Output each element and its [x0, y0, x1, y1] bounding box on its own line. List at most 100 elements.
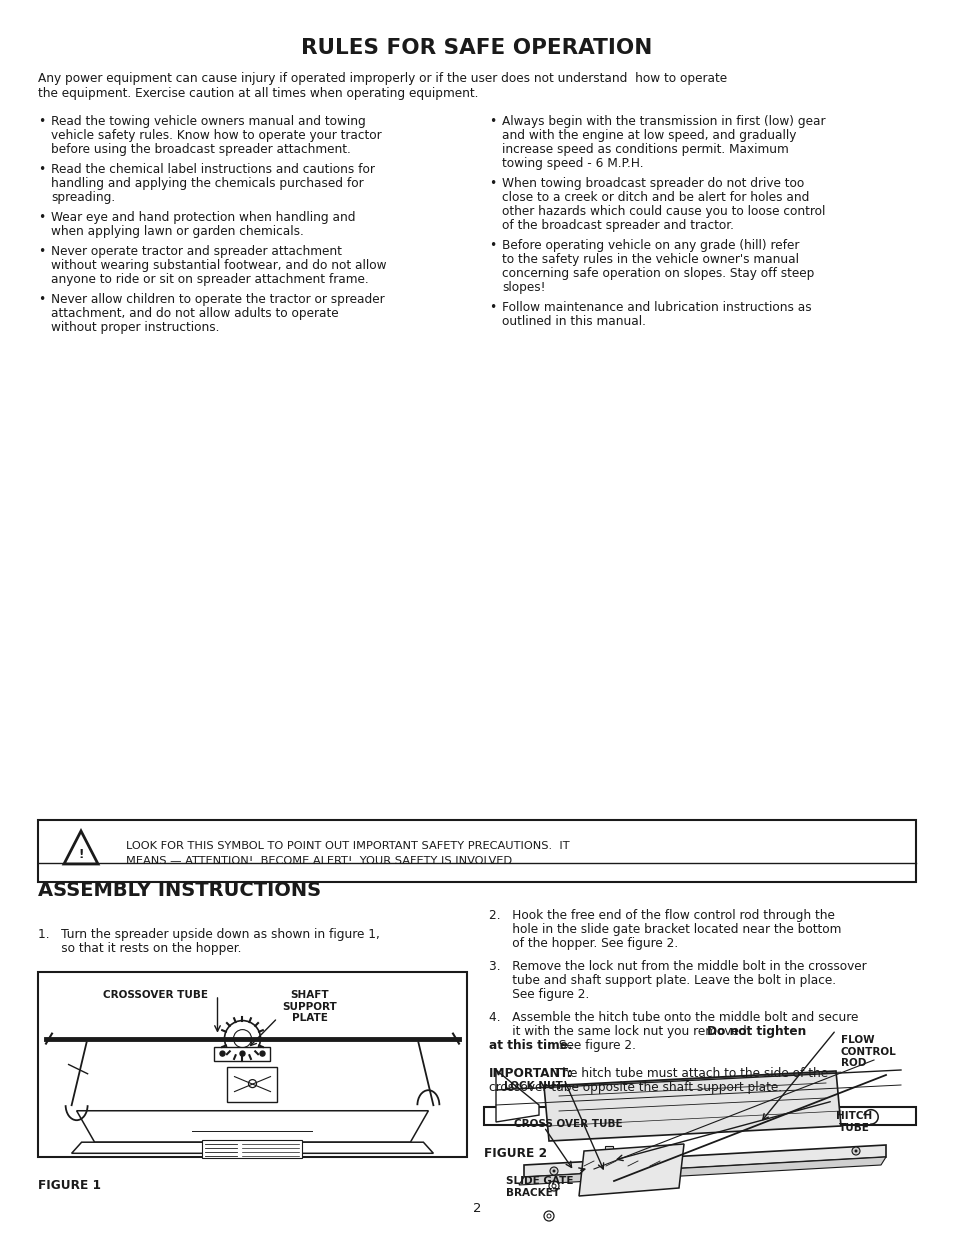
Text: 2: 2 — [473, 1202, 480, 1215]
Text: of the broadcast spreader and tractor.: of the broadcast spreader and tractor. — [501, 219, 733, 232]
Polygon shape — [523, 1145, 885, 1177]
Text: Follow maintenance and lubrication instructions as: Follow maintenance and lubrication instr… — [501, 301, 811, 314]
Text: Never operate tractor and spreader attachment: Never operate tractor and spreader attac… — [51, 245, 341, 258]
Text: attachment, and do not allow adults to operate: attachment, and do not allow adults to o… — [51, 308, 338, 320]
Circle shape — [632, 1166, 635, 1168]
Circle shape — [543, 1212, 554, 1221]
Circle shape — [552, 1184, 556, 1188]
Text: so that it rests on the hopper.: so that it rests on the hopper. — [38, 942, 241, 955]
Text: other hazards which could cause you to loose control: other hazards which could cause you to l… — [501, 205, 824, 219]
Circle shape — [548, 1181, 558, 1191]
FancyBboxPatch shape — [38, 972, 467, 1157]
Text: increase speed as conditions permit. Maximum: increase speed as conditions permit. Max… — [501, 143, 788, 156]
Text: hole in the slide gate bracket located near the bottom: hole in the slide gate bracket located n… — [489, 923, 841, 936]
Text: tube and shaft support plate. Leave the bolt in place.: tube and shaft support plate. Leave the … — [489, 974, 835, 987]
Circle shape — [248, 1079, 256, 1088]
Text: •: • — [489, 115, 496, 128]
Polygon shape — [496, 1070, 538, 1123]
Text: FIGURE 2: FIGURE 2 — [483, 1147, 546, 1160]
FancyBboxPatch shape — [38, 820, 915, 882]
Text: before using the broadcast spreader attachment.: before using the broadcast spreader atta… — [51, 143, 351, 156]
FancyBboxPatch shape — [202, 1140, 302, 1158]
Text: •: • — [489, 301, 496, 314]
Text: !: ! — [78, 847, 84, 861]
Text: crossover tube opposite the shaft support plate.: crossover tube opposite the shaft suppor… — [489, 1081, 781, 1094]
Text: ASSEMBLY INSTRUCTIONS: ASSEMBLY INSTRUCTIONS — [38, 881, 321, 900]
Circle shape — [260, 1051, 265, 1056]
Text: Read the towing vehicle owners manual and towing: Read the towing vehicle owners manual an… — [51, 115, 365, 128]
Text: vehicle safety rules. Know how to operate your tractor: vehicle safety rules. Know how to operat… — [51, 128, 381, 142]
Text: CROSSOVER TUBE: CROSSOVER TUBE — [103, 990, 208, 1000]
Text: •: • — [38, 293, 45, 306]
FancyBboxPatch shape — [227, 1067, 277, 1102]
Polygon shape — [64, 831, 98, 864]
Text: See figure 2.: See figure 2. — [554, 1039, 635, 1052]
Text: concerning safe operation on slopes. Stay off steep: concerning safe operation on slopes. Sta… — [501, 267, 814, 280]
FancyBboxPatch shape — [214, 1046, 271, 1061]
FancyBboxPatch shape — [604, 1170, 613, 1177]
Text: •: • — [38, 245, 45, 258]
FancyBboxPatch shape — [483, 1107, 915, 1125]
Text: 1.   Turn the spreader upside down as shown in figure 1,: 1. Turn the spreader upside down as show… — [38, 927, 379, 941]
Text: HITCH
TUBE: HITCH TUBE — [835, 1112, 871, 1132]
Text: SHAFT
SUPPORT
PLATE: SHAFT SUPPORT PLATE — [282, 990, 337, 1024]
Polygon shape — [76, 1110, 428, 1142]
Text: •: • — [489, 177, 496, 190]
Text: Read the chemical label instructions and cautions for: Read the chemical label instructions and… — [51, 163, 375, 177]
Circle shape — [546, 1214, 551, 1218]
Text: handling and applying the chemicals purchased for: handling and applying the chemicals purc… — [51, 177, 363, 190]
Text: Any power equipment can cause injury if operated improperly or if the user does : Any power equipment can cause injury if … — [38, 72, 726, 85]
Text: 4.   Assemble the hitch tube onto the middle bolt and secure: 4. Assemble the hitch tube onto the midd… — [489, 1011, 858, 1024]
Text: and with the engine at low speed, and gradually: and with the engine at low speed, and gr… — [501, 128, 796, 142]
Text: FIGURE 1: FIGURE 1 — [38, 1179, 101, 1192]
Text: LOOK FOR THIS SYMBOL TO POINT OUT IMPORTANT SAFETY PRECAUTIONS.  IT: LOOK FOR THIS SYMBOL TO POINT OUT IMPORT… — [126, 841, 569, 851]
Circle shape — [589, 1165, 598, 1172]
Text: IMPORTANT:: IMPORTANT: — [489, 1067, 573, 1079]
Circle shape — [220, 1051, 225, 1056]
Text: Never allow children to operate the tractor or spreader: Never allow children to operate the trac… — [51, 293, 384, 306]
Text: at this time.: at this time. — [489, 1039, 572, 1052]
Text: anyone to ride or sit on spreader attachment frame.: anyone to ride or sit on spreader attach… — [51, 273, 368, 287]
Polygon shape — [578, 1144, 683, 1195]
Text: MEANS — ATTENTION!  BECOME ALERT!  YOUR SAFETY IS INVOLVED.: MEANS — ATTENTION! BECOME ALERT! YOUR SA… — [126, 856, 516, 866]
Text: 2.   Hook the free end of the flow control rod through the: 2. Hook the free end of the flow control… — [489, 909, 834, 923]
Text: Do not tighten: Do not tighten — [706, 1025, 805, 1037]
Text: The hitch tube must attach to the side of the: The hitch tube must attach to the side o… — [546, 1067, 827, 1079]
Text: close to a creek or ditch and be alert for holes and: close to a creek or ditch and be alert f… — [501, 191, 808, 204]
Polygon shape — [543, 1071, 841, 1141]
Circle shape — [592, 1167, 595, 1170]
Text: it with the same lock nut you removed.: it with the same lock nut you removed. — [489, 1025, 754, 1037]
Text: the equipment. Exercise caution at all times when operating equipment.: the equipment. Exercise caution at all t… — [38, 86, 477, 100]
Text: without proper instructions.: without proper instructions. — [51, 321, 219, 333]
Text: •: • — [489, 240, 496, 252]
Circle shape — [224, 1020, 260, 1057]
Text: Before operating vehicle on any grade (hill) refer: Before operating vehicle on any grade (h… — [501, 240, 799, 252]
Text: •: • — [38, 115, 45, 128]
Polygon shape — [518, 1157, 885, 1186]
Text: CROSS OVER TUBE: CROSS OVER TUBE — [514, 1119, 622, 1129]
Circle shape — [851, 1147, 859, 1155]
Circle shape — [854, 1150, 857, 1152]
Text: FLOW
CONTROL
ROD: FLOW CONTROL ROD — [841, 1035, 896, 1068]
Text: See figure 2.: See figure 2. — [489, 988, 589, 1002]
Text: LOCK NUT: LOCK NUT — [503, 1081, 562, 1091]
Text: •: • — [38, 163, 45, 177]
Text: towing speed - 6 M.P.H.: towing speed - 6 M.P.H. — [501, 157, 643, 170]
Circle shape — [629, 1163, 638, 1171]
Circle shape — [233, 1030, 252, 1047]
Text: spreading.: spreading. — [51, 191, 115, 204]
FancyBboxPatch shape — [604, 1146, 613, 1174]
Polygon shape — [71, 1142, 433, 1153]
Text: without wearing substantial footwear, and do not allow: without wearing substantial footwear, an… — [51, 259, 386, 272]
Circle shape — [240, 1051, 245, 1056]
Text: outlined in this manual.: outlined in this manual. — [501, 315, 645, 329]
Text: to the safety rules in the vehicle owner's manual: to the safety rules in the vehicle owner… — [501, 253, 799, 266]
Text: when applying lawn or garden chemicals.: when applying lawn or garden chemicals. — [51, 225, 303, 238]
Text: RULES FOR SAFE OPERATION: RULES FOR SAFE OPERATION — [301, 38, 652, 58]
Circle shape — [550, 1167, 558, 1174]
Text: When towing broadcast spreader do not drive too: When towing broadcast spreader do not dr… — [501, 177, 803, 190]
Text: Always begin with the transmission in first (low) gear: Always begin with the transmission in fi… — [501, 115, 824, 128]
Text: •: • — [38, 211, 45, 224]
Text: of the hopper. See figure 2.: of the hopper. See figure 2. — [489, 937, 678, 950]
Circle shape — [552, 1170, 555, 1172]
